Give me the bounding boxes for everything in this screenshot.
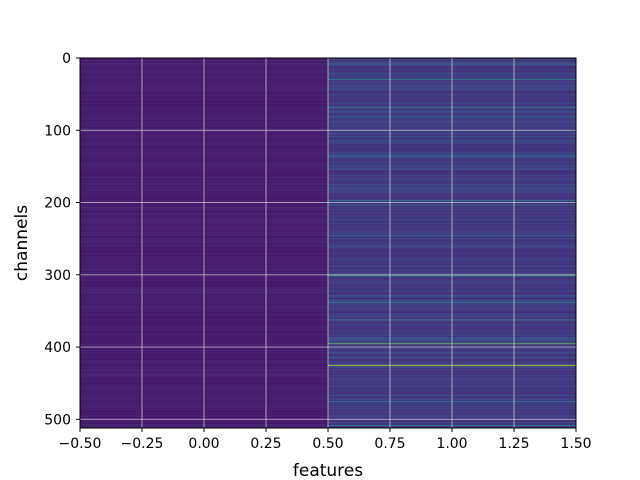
x-tick-label: 1.25 xyxy=(498,436,529,452)
y-tick-label: 500 xyxy=(44,412,71,428)
y-tick-label: 300 xyxy=(44,268,71,284)
x-tick-label: 0.00 xyxy=(188,436,219,452)
x-tick-label: 0.25 xyxy=(250,436,281,452)
y-axis-label: channels xyxy=(12,205,32,281)
y-axis: 0 100 200 300 400 500 xyxy=(44,51,80,428)
y-tick-label: 0 xyxy=(62,51,71,67)
y-tick-label: 400 xyxy=(44,340,71,356)
x-tick-label: 1.00 xyxy=(436,436,467,452)
x-tick-label: 0.75 xyxy=(374,436,405,452)
x-tick-label: 0.50 xyxy=(312,436,343,452)
x-tick-label: −0.50 xyxy=(59,436,102,452)
x-axis-label: features xyxy=(293,461,363,480)
y-tick-label: 200 xyxy=(44,196,71,212)
x-tick-label: 1.50 xyxy=(560,436,591,452)
x-axis: −0.50 −0.25 0.00 0.25 0.50 0.75 1.00 1.25 1.50 xyxy=(59,428,592,452)
y-tick-label: 100 xyxy=(44,123,71,139)
x-tick-label: −0.25 xyxy=(121,436,164,452)
